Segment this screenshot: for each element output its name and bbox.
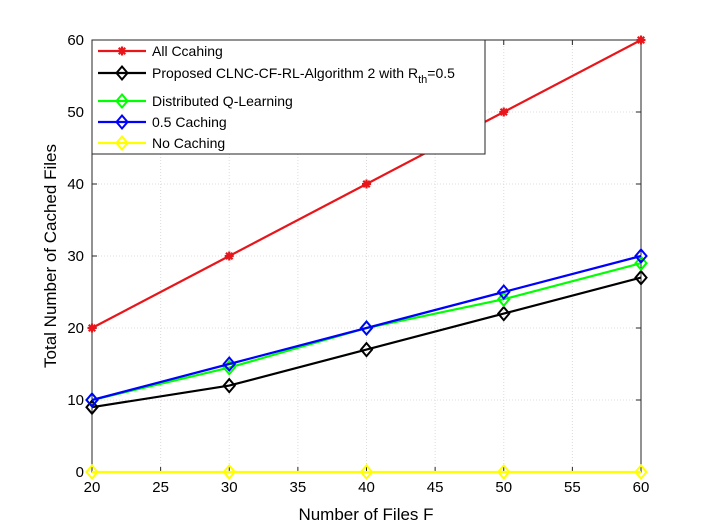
series-group xyxy=(85,247,648,409)
data-point xyxy=(634,247,648,265)
marker-stroke xyxy=(117,46,127,56)
data-point xyxy=(85,463,99,481)
data-point xyxy=(496,463,511,481)
data-point xyxy=(222,463,237,481)
x-axis-title: Number of Files F xyxy=(298,505,433,524)
marker-stroke xyxy=(499,107,508,117)
data-point xyxy=(496,283,511,301)
y-axis-title: Total Number of Cached Files xyxy=(41,144,60,368)
data-point xyxy=(222,355,237,373)
marker-stroke xyxy=(636,35,646,45)
data-point xyxy=(499,107,509,117)
legend: All Ccahing Proposed CLNC-CF-RL-Algorith… xyxy=(91,39,486,155)
data-point xyxy=(496,291,511,308)
data-point xyxy=(359,463,374,481)
legend-label: 0.5 Caching xyxy=(152,114,227,130)
legend-label: No Caching xyxy=(152,135,225,151)
y-tick-label: 60 xyxy=(67,32,84,49)
data-point xyxy=(115,134,129,152)
data-point xyxy=(359,341,374,358)
data-point xyxy=(636,35,646,45)
data-point xyxy=(85,399,99,416)
y-tick-label: 10 xyxy=(67,392,84,409)
legend-label: Distributed Q-Learning xyxy=(152,93,293,109)
marker-stroke xyxy=(87,323,97,333)
x-tick-label: 35 xyxy=(290,479,307,496)
x-tick-label: 20 xyxy=(84,479,101,496)
data-point xyxy=(634,269,648,286)
legend-label-subscript: th xyxy=(418,74,427,86)
series-group xyxy=(87,35,646,333)
series-group xyxy=(85,463,648,481)
series-group xyxy=(85,269,648,416)
legend-box xyxy=(91,39,486,155)
legend-label: All Ccahing xyxy=(152,43,223,59)
y-tick-label: 30 xyxy=(67,248,84,265)
data-point xyxy=(496,305,511,322)
data-point xyxy=(85,391,99,409)
x-tick-label: 25 xyxy=(152,479,169,496)
y-tick-label: 20 xyxy=(67,320,84,337)
y-tick-label: 50 xyxy=(67,104,84,121)
data-point xyxy=(634,255,648,272)
marker-stroke xyxy=(225,251,234,261)
axis-ticks: 20 25 30 35 40 45 50 55 60 0 10 20 30 40 50 60 xyxy=(67,32,649,496)
data-point xyxy=(634,463,648,481)
x-tick-label: 40 xyxy=(358,479,375,496)
y-tick-label: 0 xyxy=(76,464,84,481)
data-series xyxy=(85,35,648,481)
series-line xyxy=(91,276,642,409)
marker-stroke xyxy=(362,179,371,189)
data-point xyxy=(222,377,237,394)
series-line xyxy=(91,254,642,402)
data-point xyxy=(359,319,374,337)
x-tick-label: 30 xyxy=(221,479,238,496)
x-tick-label: 60 xyxy=(633,479,650,496)
data-point xyxy=(115,92,129,110)
x-tick-label: 55 xyxy=(564,479,581,496)
x-tick-label: 45 xyxy=(427,479,444,496)
data-point xyxy=(87,323,97,333)
data-point xyxy=(362,179,371,189)
y-tick-label: 40 xyxy=(67,176,84,193)
legend-label-tail: =0.5 xyxy=(427,65,455,81)
legend-label-main: Proposed CLNC-CF-RL-Algorithm 2 with R xyxy=(152,65,418,81)
legend-label: Proposed CLNC-CF-RL-Algorithm 2 with Rth… xyxy=(152,65,455,86)
x-tick-label: 50 xyxy=(495,479,512,496)
data-point xyxy=(115,64,129,82)
data-point xyxy=(224,251,234,261)
data-point xyxy=(117,46,127,56)
data-point xyxy=(115,113,129,131)
